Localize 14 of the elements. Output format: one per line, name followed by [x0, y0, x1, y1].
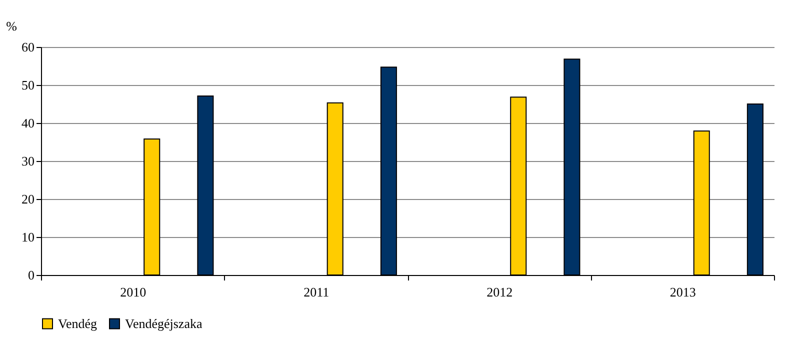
x-tick-label: 2012	[486, 284, 513, 300]
x-tick-label: 2011	[304, 284, 330, 300]
x-tick-label: 2010	[120, 284, 146, 300]
y-tick-label: 50	[22, 78, 34, 92]
legend-label: Vendég	[58, 316, 98, 331]
y-tick-label: 20	[22, 192, 34, 206]
y-tick-label: 30	[22, 154, 34, 168]
y-axis-title: %	[6, 18, 18, 34]
y-tick-label: 40	[22, 116, 34, 130]
x-tick-label: 2013	[670, 284, 696, 300]
y-tick-label: 10	[22, 230, 34, 244]
y-tick-label: 60	[22, 40, 34, 54]
y-tick-label: 0	[28, 268, 34, 282]
legend-label: Vendégéjszaka	[125, 316, 202, 331]
